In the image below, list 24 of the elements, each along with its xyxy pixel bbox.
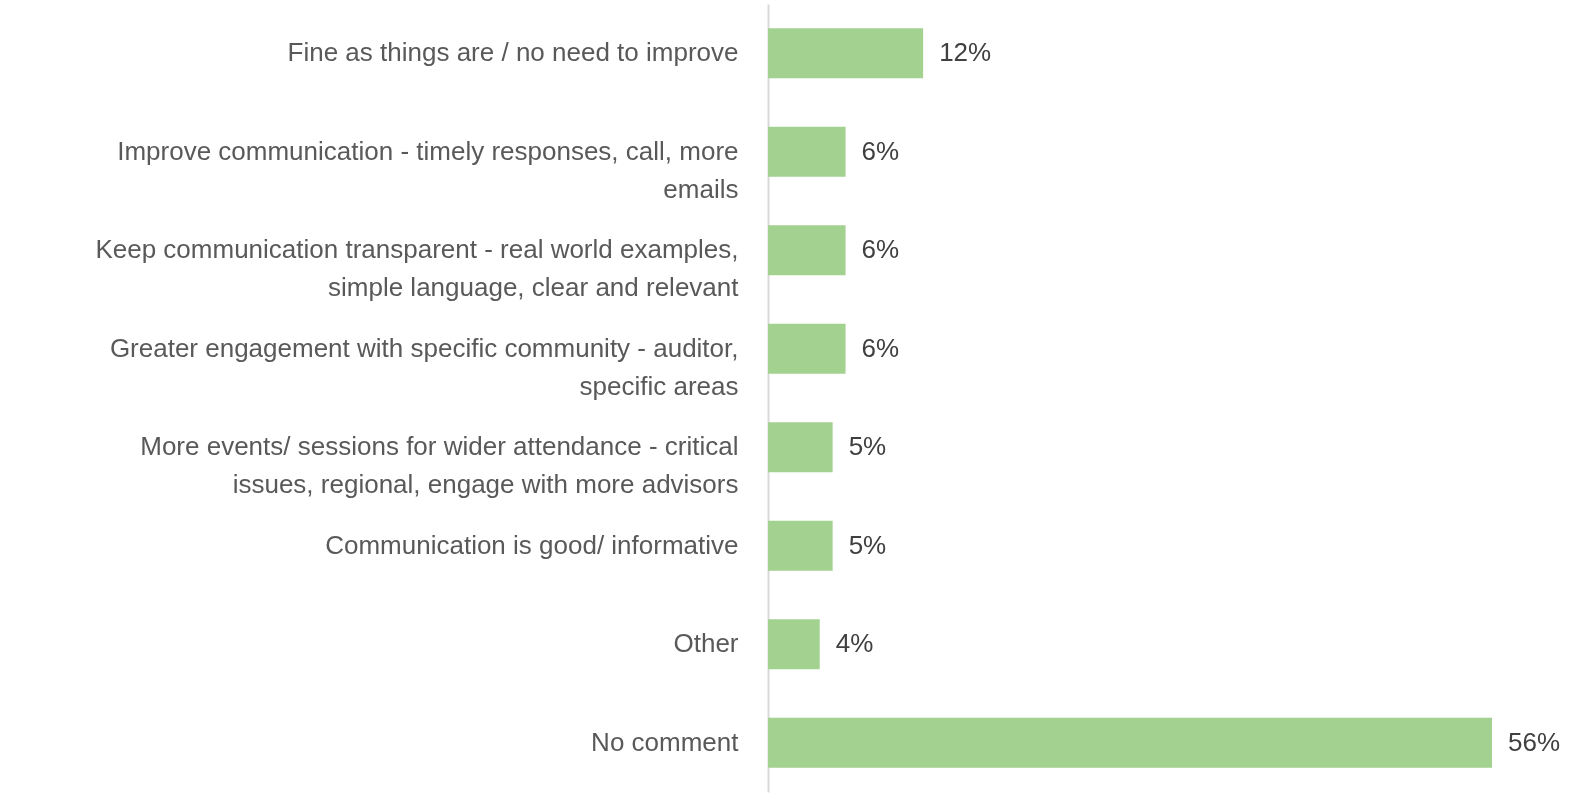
data-label: 4% <box>835 628 874 659</box>
y-tick-label: Greater engagement with specific community - auditor, specific areas <box>109 332 739 401</box>
data-label: 12% <box>939 37 992 68</box>
y-tick-label: More events/ sessions for wider attendance - critical issues, regional, engage with more advisors <box>140 431 739 500</box>
data-label: 56% <box>1508 726 1561 757</box>
bar <box>768 619 820 670</box>
data-label: 6% <box>861 234 900 265</box>
bar <box>768 520 833 571</box>
bar <box>768 717 1492 768</box>
data-label: 5% <box>848 431 887 462</box>
bar <box>768 28 924 79</box>
y-tick-label: Communication is good/ informative <box>325 529 739 560</box>
y-tick-label: No comment <box>591 726 740 757</box>
data-label: 5% <box>848 529 887 560</box>
bar <box>768 126 846 177</box>
bar <box>768 323 846 374</box>
y-tick-label: Improve communication - timely responses, call, more emails <box>117 135 739 204</box>
bar <box>768 225 846 276</box>
data-label: 6% <box>861 332 900 363</box>
data-label: 6% <box>861 135 900 166</box>
y-tick-label: Fine as things are / no need to improve <box>287 37 739 68</box>
y-tick-label: Other <box>673 628 739 659</box>
y-tick-label: Keep communication transparent - real world examples, simple language, clear and relevant <box>95 234 740 303</box>
bar <box>768 422 833 473</box>
